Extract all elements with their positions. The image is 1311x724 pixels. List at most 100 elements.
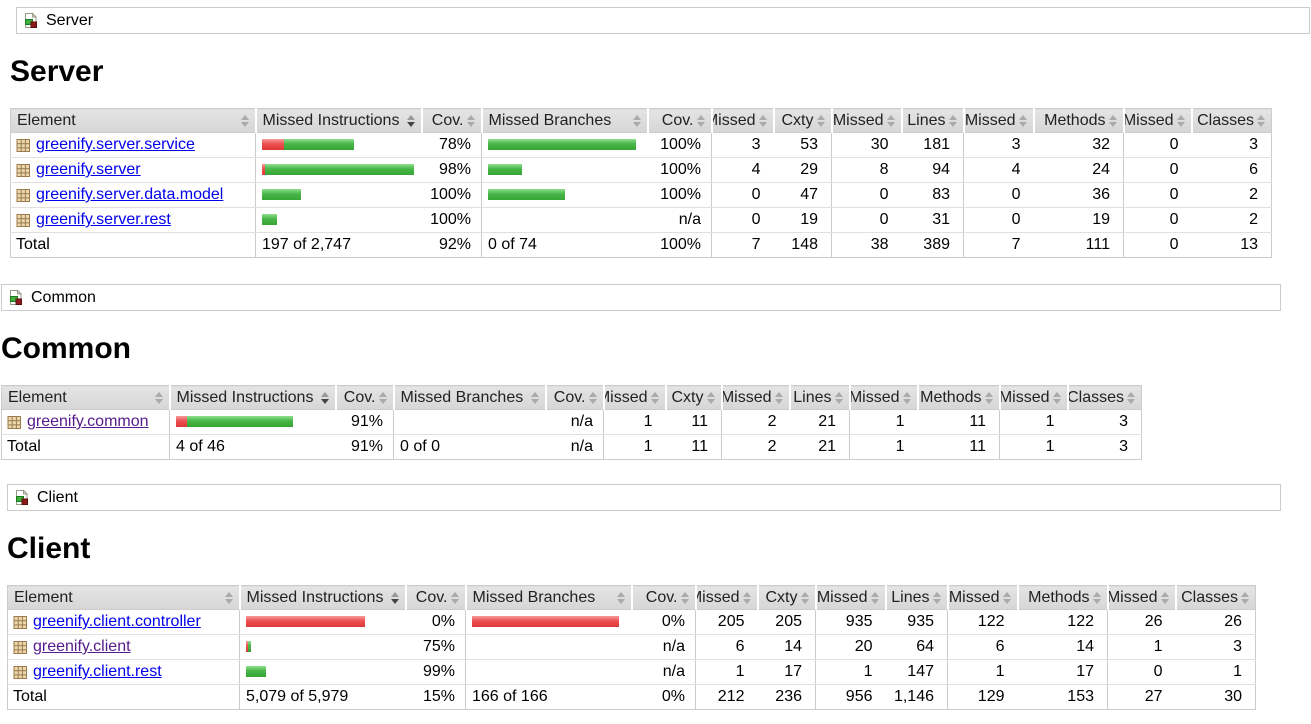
column-header[interactable]: Cxty bbox=[756, 585, 816, 610]
package-link[interactable]: greenify.server.data.model bbox=[36, 186, 224, 203]
element-cell: greenify.common bbox=[1, 409, 170, 435]
missed-branches-bar-cell bbox=[481, 157, 648, 183]
total-missed-branches-cell: 0 of 74 bbox=[481, 232, 648, 258]
instruction-coverage-cell: 78% bbox=[421, 132, 482, 158]
column-header[interactable]: Classes bbox=[1066, 385, 1142, 410]
column-header[interactable]: Classes bbox=[1190, 108, 1272, 133]
column-header[interactable]: Methods bbox=[1032, 108, 1124, 133]
package-link[interactable]: greenify.server.service bbox=[36, 136, 195, 153]
total-counter-cell: 11 bbox=[917, 434, 1000, 460]
column-header[interactable]: Missed Branches bbox=[392, 385, 546, 410]
column-header[interactable]: Cov. bbox=[544, 385, 604, 410]
column-header-label: Methods bbox=[1028, 588, 1090, 606]
counter-cell: 3 bbox=[1191, 132, 1272, 158]
missed-bar-segment bbox=[176, 416, 187, 428]
counter-cell: 24 bbox=[1033, 157, 1124, 183]
column-header-label: Missed bbox=[832, 111, 884, 129]
missed-bar-segment bbox=[472, 616, 619, 628]
column-header-label: Cxty bbox=[671, 388, 704, 406]
column-header[interactable]: Methods bbox=[1016, 585, 1108, 610]
counter-cell: 64 bbox=[885, 634, 948, 660]
counter-cell: 3 bbox=[1067, 409, 1142, 435]
column-header[interactable]: Cov. bbox=[646, 108, 712, 133]
column-header-label: Missed Instructions bbox=[262, 111, 400, 129]
total-missed-instructions-cell: 197 of 2,747 bbox=[255, 232, 422, 258]
column-header[interactable]: Cov. bbox=[420, 108, 482, 133]
column-header[interactable]: Methods bbox=[916, 385, 1000, 410]
counter-cell: 11 bbox=[665, 409, 722, 435]
column-header-label: Missed bbox=[606, 388, 648, 406]
column-header[interactable]: Missed bbox=[998, 385, 1068, 410]
total-counter-cell: 27 bbox=[1107, 684, 1176, 710]
column-header[interactable]: Missed Branches bbox=[480, 108, 648, 133]
total-missed-instructions-cell: 4 of 46 bbox=[169, 434, 336, 460]
column-header[interactable]: Missed Branches bbox=[464, 585, 632, 610]
table-row: greenify.client 75% n/a 6 14 20 64 6 14 … bbox=[7, 634, 1256, 660]
column-header[interactable]: Element bbox=[7, 585, 240, 610]
counter-cell: 4 bbox=[711, 157, 774, 183]
branch-coverage-cell: 100% bbox=[647, 182, 712, 208]
table-row: greenify.server 98% 100% 4 29 8 94 4 24 … bbox=[10, 157, 1272, 183]
column-header[interactable]: Missed bbox=[720, 385, 790, 410]
missed-instructions-bar-cell bbox=[255, 182, 422, 208]
column-header[interactable]: Missed bbox=[814, 585, 886, 610]
covered-bar-segment bbox=[246, 666, 266, 678]
column-header[interactable]: Lines bbox=[884, 585, 948, 610]
column-header-label: Lines bbox=[907, 111, 946, 129]
counter-cell: 0 bbox=[831, 182, 902, 208]
breadcrumb: Common bbox=[1, 284, 1281, 311]
column-header[interactable]: Missed Instructions bbox=[254, 108, 422, 133]
package-link[interactable]: greenify.server bbox=[36, 161, 141, 178]
counter-cell: 29 bbox=[773, 157, 832, 183]
instructions-coverage-bar bbox=[176, 416, 293, 428]
column-header[interactable]: Element bbox=[1, 385, 170, 410]
column-header[interactable]: Missed bbox=[710, 108, 774, 133]
column-header[interactable]: Missed bbox=[1106, 585, 1176, 610]
column-header[interactable]: Missed bbox=[962, 108, 1034, 133]
column-header[interactable]: Cxty bbox=[772, 108, 832, 133]
counter-cell: 3 bbox=[963, 132, 1034, 158]
column-header[interactable]: Classes bbox=[1174, 585, 1256, 610]
total-missed-instructions-cell: 5,079 of 5,979 bbox=[239, 684, 406, 710]
sort-icon bbox=[1092, 591, 1101, 604]
column-header[interactable]: Missed bbox=[602, 385, 666, 410]
covered-bar-segment bbox=[248, 641, 251, 653]
column-header[interactable]: Missed bbox=[848, 385, 918, 410]
column-header[interactable]: Element bbox=[10, 108, 256, 133]
package-link[interactable]: greenify.server.rest bbox=[36, 211, 171, 228]
element-cell: greenify.client.rest bbox=[7, 659, 240, 685]
column-header[interactable]: Cov. bbox=[334, 385, 394, 410]
column-header[interactable]: Cov. bbox=[630, 585, 696, 610]
total-counter-cell: 38 bbox=[831, 232, 902, 258]
page-title: Client bbox=[7, 532, 91, 565]
package-icon bbox=[16, 188, 31, 203]
column-header[interactable]: Cxty bbox=[664, 385, 722, 410]
counter-cell: 26 bbox=[1107, 609, 1176, 635]
column-header[interactable]: Lines bbox=[900, 108, 964, 133]
counter-cell: 147 bbox=[885, 659, 948, 685]
column-header[interactable]: Missed Instructions bbox=[238, 585, 406, 610]
package-link[interactable]: greenify.client.controller bbox=[33, 613, 201, 630]
counter-cell: 0 bbox=[1123, 182, 1192, 208]
column-header[interactable]: Missed bbox=[946, 585, 1018, 610]
missed-instructions-bar-cell bbox=[255, 132, 422, 158]
column-header[interactable]: Cov. bbox=[404, 585, 466, 610]
breadcrumb-label: Client bbox=[37, 488, 78, 506]
package-link[interactable]: greenify.client bbox=[33, 638, 131, 655]
column-header[interactable]: Missed bbox=[1122, 108, 1192, 133]
sort-icon bbox=[616, 591, 625, 604]
package-link[interactable]: greenify.client.rest bbox=[33, 663, 162, 680]
column-header-label: Cov. bbox=[431, 111, 464, 129]
package-icon bbox=[16, 138, 31, 153]
counter-cell: 8 bbox=[831, 157, 902, 183]
covered-bar-segment bbox=[488, 164, 522, 176]
table-row: greenify.server.rest 100% n/a 0 19 0 31 … bbox=[10, 207, 1272, 233]
column-header[interactable]: Lines bbox=[788, 385, 850, 410]
sort-icon bbox=[530, 391, 539, 404]
column-header[interactable]: Missed Instructions bbox=[168, 385, 336, 410]
total-label-cell: Total bbox=[10, 232, 256, 258]
total-counter-cell: 129 bbox=[947, 684, 1018, 710]
column-header[interactable]: Missed bbox=[830, 108, 902, 133]
package-link[interactable]: greenify.common bbox=[27, 413, 149, 430]
column-header[interactable]: Missed bbox=[694, 585, 758, 610]
